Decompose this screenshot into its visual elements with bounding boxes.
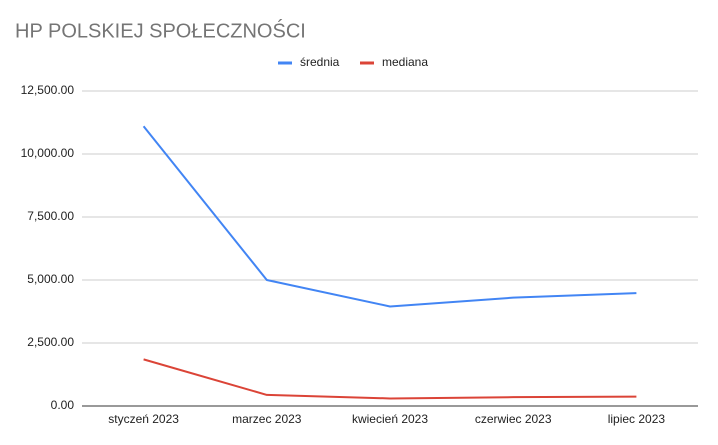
line-series — [142, 125, 637, 308]
x-tick-label: lipiec 2023 — [608, 412, 666, 426]
y-tick-label: 7,500.00 — [27, 209, 74, 223]
x-tick-label: kwiecień 2023 — [352, 412, 428, 426]
y-tick-label: 2,500.00 — [27, 335, 74, 349]
line-series — [143, 358, 637, 400]
x-tick-label: styczeń 2023 — [108, 412, 179, 426]
x-tick-label: czerwiec 2023 — [475, 412, 552, 426]
y-tick-label: 10,000.00 — [21, 146, 75, 160]
chart-title: HP POLSKIEJ SPOŁECZNOŚCI — [15, 18, 306, 42]
legend-label: średnia — [300, 55, 340, 69]
y-tick-label: 12,500.00 — [21, 83, 75, 97]
y-tick-label: 0.00 — [51, 398, 75, 412]
y-tick-label: 5,000.00 — [27, 272, 74, 286]
x-tick-label: marzec 2023 — [232, 412, 302, 426]
legend-label: mediana — [382, 55, 428, 69]
